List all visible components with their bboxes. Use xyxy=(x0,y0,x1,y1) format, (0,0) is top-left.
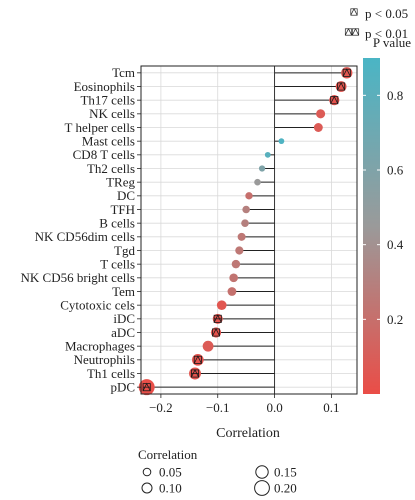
y-tick-label: Th1 cells xyxy=(87,366,135,381)
sig-cross xyxy=(344,28,353,36)
p-value-colorbar: P value 0.2 0.4 0.6 0.8 xyxy=(363,35,411,394)
y-tick-label: CD8 T cells xyxy=(73,147,135,162)
sig-box xyxy=(351,28,360,36)
point xyxy=(278,138,285,145)
y-tick-label: Tgd xyxy=(114,243,135,258)
point xyxy=(329,95,340,106)
size-legend: Correlation 0.050.10 0.150.20 xyxy=(138,447,297,496)
size-legend-label: 0.10 xyxy=(159,481,182,496)
y-tick-label: NK CD56 bright cells xyxy=(21,270,135,285)
point xyxy=(254,178,261,186)
significance-marker xyxy=(212,328,221,337)
size-legend-circle xyxy=(142,467,152,477)
y-tick-label: Neutrophils xyxy=(74,352,135,367)
significance-marker xyxy=(142,382,151,392)
point xyxy=(242,205,250,214)
size-legend-label: 0.20 xyxy=(274,481,297,496)
point xyxy=(264,151,271,158)
point xyxy=(335,81,347,92)
colorbar-tick-label: 0.4 xyxy=(387,237,404,252)
y-tick-label: Eosinophils xyxy=(74,79,135,94)
sig-cross xyxy=(350,8,358,16)
sig-legend-symbol xyxy=(350,8,358,16)
y-tick-label: TReg xyxy=(106,174,135,189)
point xyxy=(210,327,222,338)
y-tick-label: Th17 cells xyxy=(80,92,135,107)
sig-legend-symbol xyxy=(344,28,360,36)
point xyxy=(235,246,244,255)
y-tick-label: NK CD56dim cells xyxy=(35,229,135,244)
sig-legend-label: p < 0.05 xyxy=(365,6,408,21)
plot-frame xyxy=(140,65,358,395)
point xyxy=(245,192,253,200)
marker-cross xyxy=(330,95,339,104)
marker-cross xyxy=(191,369,199,378)
y-tick-label: Tem xyxy=(112,284,135,299)
y-tick-label: Cytotoxic cels xyxy=(60,297,135,312)
point xyxy=(316,109,326,119)
size-legend-circle xyxy=(255,465,269,479)
x-tick-label: 0.0 xyxy=(266,400,282,415)
size-legend-circle xyxy=(141,482,153,494)
marker-cross xyxy=(342,68,351,77)
size-legend-circle xyxy=(254,480,270,496)
point xyxy=(241,219,249,228)
significance-marker xyxy=(330,95,339,105)
y-tick-label: NK cells xyxy=(89,106,135,121)
colorbar-tick-label: 0.6 xyxy=(387,163,404,178)
y-tick-label: DC xyxy=(117,188,135,203)
size-legend-title: Correlation xyxy=(138,447,198,462)
point xyxy=(313,123,323,132)
sig-legend-label: p < 0.01 xyxy=(365,26,408,41)
significance-marker xyxy=(193,355,202,364)
point xyxy=(202,340,214,352)
significance-marker xyxy=(337,82,346,91)
sig-box xyxy=(344,28,353,36)
colorbar-tick-label: 0.2 xyxy=(387,312,403,327)
marker-cross xyxy=(142,382,151,391)
sig-cross xyxy=(351,28,360,36)
significance-legend: p < 0.05 p < 0.01 xyxy=(344,6,408,41)
x-tick-label: −0.2 xyxy=(149,400,173,415)
y-tick-label: Mast cells xyxy=(82,133,135,148)
x-tick-label: 0.1 xyxy=(323,400,339,415)
x-tick-label: −0.1 xyxy=(206,400,230,415)
y-tick-label: pDC xyxy=(110,379,135,394)
y-tick-label: aDC xyxy=(111,325,135,340)
y-tick-label: TFH xyxy=(110,202,135,217)
size-legend-label: 0.05 xyxy=(159,465,182,480)
point xyxy=(229,273,238,283)
marker-cross xyxy=(337,82,346,91)
point xyxy=(237,232,246,241)
x-axis-label: Correlation xyxy=(216,426,280,441)
significance-marker xyxy=(213,314,222,323)
colorbar-ramp xyxy=(363,58,380,394)
y-tick-label: iDC xyxy=(113,311,135,326)
y-tick-label: B cells xyxy=(99,215,135,230)
point xyxy=(231,259,241,269)
x-tick-labels: −0.2 −0.1 0.0 0.1 xyxy=(149,394,340,415)
y-tick-label: T helper cells xyxy=(64,120,135,135)
marker-cross xyxy=(213,314,222,323)
y-tick-label: T cells xyxy=(100,256,135,271)
point xyxy=(258,165,266,172)
y-tick-label: Tcm xyxy=(112,65,135,80)
plot-border xyxy=(140,65,358,395)
y-tick-label: Macrophages xyxy=(65,338,135,353)
colorbar-title: P value xyxy=(373,35,411,50)
point-layer xyxy=(138,67,353,396)
y-tick-label: Th2 cells xyxy=(87,161,135,176)
marker-cross xyxy=(212,328,220,337)
significance-marker xyxy=(190,369,199,378)
point xyxy=(216,300,227,310)
significance-marker xyxy=(342,68,351,77)
size-legend-label: 0.15 xyxy=(274,465,297,480)
marker-cross xyxy=(193,355,202,364)
point xyxy=(227,287,237,296)
colorbar-tick-label: 0.8 xyxy=(387,88,403,103)
sig-box xyxy=(350,8,358,16)
